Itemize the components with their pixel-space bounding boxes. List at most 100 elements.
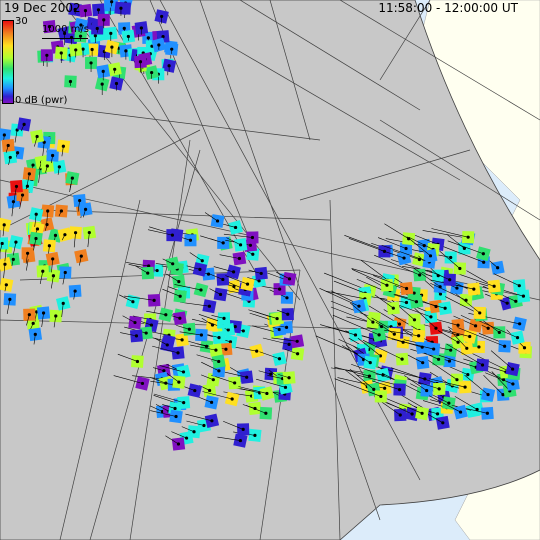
scatter-cell [10,180,23,201]
scatter-cell [379,298,438,324]
scatter-cell [45,251,60,273]
scatter-cell [109,76,124,91]
scatter-cell [56,139,71,157]
scatter-cell [362,339,409,366]
scatter-cell [162,256,180,271]
scatter-cell [146,307,174,322]
scatter-cell [94,76,110,95]
grid-line [129,139,191,540]
scatter-cell [150,409,183,424]
grid-line [219,39,461,181]
scatter-cell [144,65,159,80]
scatter-cell [215,220,243,235]
scatter-cell [348,238,391,258]
grid-line [329,199,341,540]
scatter-cell [178,234,197,247]
scatter-cell [439,250,467,275]
scatter-cell [248,266,268,281]
scatter-cell [447,240,491,262]
scatter-cell [29,207,44,227]
scatter-cell [40,159,55,173]
scatter-cell [431,228,475,244]
scatter-cell [104,26,118,41]
scatter-cell [451,404,494,420]
scatter-cell [46,268,61,289]
scatter-cell [455,293,486,320]
scatter-cell [412,267,447,294]
scatter-cell [219,251,247,266]
scatter-cell [276,308,294,321]
scatter-cell [165,42,179,56]
scatter-cell [69,226,82,248]
scatter-cell [64,75,77,88]
scatter-cell [174,282,209,298]
scatter-cell [107,62,122,77]
scatter-cell [428,395,468,420]
scatter-cell [454,396,485,417]
scatter-cell [179,328,208,342]
scatter-cell [384,223,416,246]
scatter-cell [406,236,438,263]
scatter-cell [372,380,406,396]
scatter-cell [180,299,217,314]
scatter-cell [271,334,305,349]
scatter-cell [373,275,414,296]
grid-line [339,0,540,121]
scatter-cell [454,272,501,293]
scatter-cell [55,296,71,318]
scatter-cell [73,194,87,212]
scatter-cell [42,20,57,34]
scatter-cell [82,225,97,248]
scatter-cell [474,318,525,345]
grid-line [59,199,141,540]
scatter-cell [162,288,187,303]
scatter-cell [196,354,226,369]
scatter-cell [223,420,250,436]
scatter-cell [490,350,520,377]
scatter-cell [426,316,465,332]
scatter-cell [85,56,98,72]
scatter-cell [154,337,175,352]
scatter-cell [49,309,63,328]
scatter-cell [428,378,472,394]
scale-min-label: 0 dB (pwr) [15,95,68,106]
scatter-cell [23,308,36,326]
scatter-cell [21,247,34,264]
power-color-scale [2,20,14,104]
scatter-cell [242,401,262,416]
scatter-cell [78,3,93,18]
grid-line [199,0,381,521]
scatter-cell [17,117,32,132]
scatter-cell [186,262,208,277]
velocity-scale-label: 1000 m/s [42,24,89,35]
scatter-cell [69,43,83,58]
scatter-cell [217,433,248,448]
scatter-cell [124,294,161,307]
scatter-cell [122,315,142,330]
scatter-cell [3,150,18,166]
scatter-cell [404,353,430,370]
scale-max-label: 30 [15,16,28,27]
scatter-cell [30,129,45,147]
scatter-cell [113,375,150,391]
scatter-cell [426,269,456,286]
scatter-cell [393,294,424,309]
scatter-cell [457,327,511,353]
scatter-cell [154,9,169,24]
grid-line [0,99,321,141]
scatter-cell [120,329,143,343]
scatter-cell [36,306,51,328]
scatter-cell [74,249,89,266]
scatter-cell [391,338,441,356]
scatter-cell [57,227,73,242]
scatter-cell [59,266,72,285]
scatter-cell [446,343,490,372]
scatter-cell [166,373,186,389]
date-label: 19 Dec 2002 [4,1,81,15]
scatter-cell [190,343,223,357]
scatter-cell [332,314,387,343]
grid-line [379,119,540,221]
scatter-cell [68,284,82,300]
scatter-cell [493,273,526,293]
